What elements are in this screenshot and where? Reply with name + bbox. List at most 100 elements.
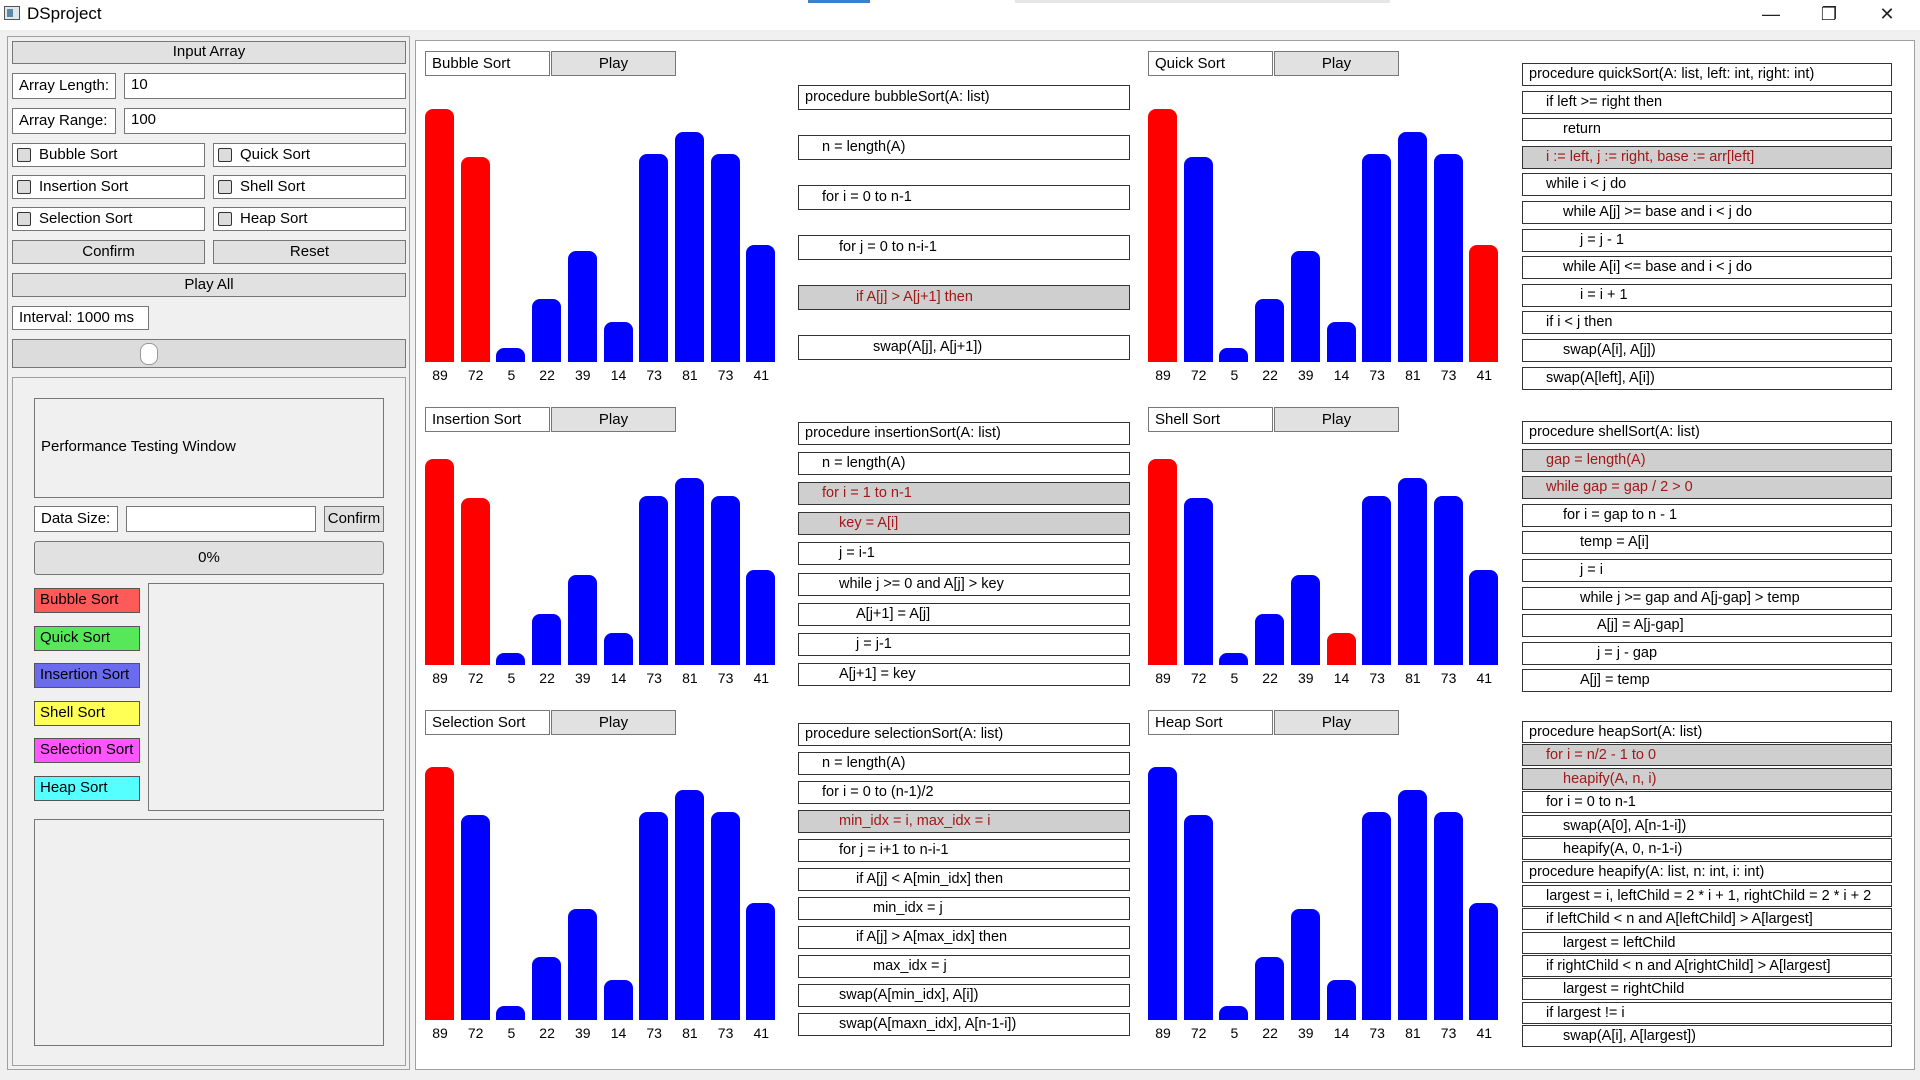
- quick-code-line: j = j - 1: [1522, 228, 1892, 252]
- quick-bar-label: 14: [1333, 367, 1350, 383]
- array-range-input[interactable]: 100: [124, 108, 406, 134]
- insertion-bar-label: 89: [432, 670, 448, 686]
- bubble-bar-label: 39: [575, 367, 591, 383]
- heap-code-line: largest = leftChild: [1522, 931, 1892, 954]
- checkbox-heap-sort[interactable]: Heap Sort: [213, 207, 406, 231]
- array-length-label: Array Length:: [12, 73, 116, 99]
- checkbox-box[interactable]: [218, 148, 232, 162]
- insertion-bar: [639, 496, 669, 665]
- quick-code-line: while A[j] >= base and i < j do: [1522, 201, 1892, 224]
- heap-bar: [1326, 980, 1356, 1020]
- checkbox-quick-sort[interactable]: Quick Sort: [213, 143, 406, 167]
- checkbox-box[interactable]: [218, 180, 232, 194]
- heap-bar: [1397, 790, 1427, 1020]
- checkbox-box[interactable]: [17, 180, 31, 194]
- selection-bar: [639, 812, 669, 1020]
- bubble-code-line: n = length(A): [798, 135, 1130, 160]
- heap-bar: [1290, 909, 1320, 1020]
- shell-code-line: while j >= gap and A[j-gap] > temp: [1522, 586, 1892, 610]
- checkbox-label: Shell Sort: [240, 178, 306, 195]
- insertion-bar-label: 39: [575, 670, 591, 686]
- quick-bar: [1183, 157, 1213, 362]
- checkbox-box[interactable]: [218, 212, 232, 226]
- insertion-bar: [746, 570, 776, 665]
- quick-code-line: i = i + 1: [1522, 283, 1892, 307]
- shell-code-line: while gap = gap / 2 > 0: [1522, 476, 1892, 500]
- bubble-play-button[interactable]: Play: [551, 51, 676, 76]
- close-button[interactable]: ✕: [1879, 4, 1895, 24]
- shell-code-line: j = i: [1522, 559, 1892, 582]
- heap-bar: [1183, 815, 1213, 1020]
- taskbar-accent: [808, 0, 870, 3]
- play-all-button[interactable]: Play All: [12, 273, 406, 297]
- shell-bar: [1326, 633, 1356, 665]
- quick-sort-title: Quick Sort: [1148, 51, 1273, 76]
- quick-bar-label: 39: [1298, 367, 1314, 383]
- reset-button[interactable]: Reset: [213, 240, 406, 264]
- shell-bar: [1433, 496, 1463, 665]
- shell-bar: [1219, 653, 1249, 665]
- performance-title: Performance Testing Window: [34, 398, 384, 498]
- selection-bar-label: 73: [646, 1025, 662, 1041]
- checkbox-box[interactable]: [17, 148, 31, 162]
- heap-code-line: procedure heapSort(A: list): [1522, 721, 1892, 743]
- bubble-bar: [710, 154, 740, 362]
- insertion-bar-label: 5: [507, 670, 516, 686]
- selection-code-line: swap(A[maxn_idx], A[n-1-i]): [798, 1013, 1130, 1036]
- quick-bar: [1397, 132, 1427, 362]
- legend-bubble-sort: Bubble Sort: [34, 588, 140, 613]
- insertion-bar: [567, 575, 597, 665]
- selection-bar-label: 72: [467, 1025, 484, 1041]
- checkbox-box[interactable]: [17, 212, 31, 226]
- confirm-button[interactable]: Confirm: [12, 240, 205, 264]
- selection-code-line: swap(A[min_idx], A[i]): [798, 984, 1130, 1007]
- shell-code-line: procedure shellSort(A: list): [1522, 421, 1892, 444]
- checkbox-shell-sort[interactable]: Shell Sort: [213, 175, 406, 199]
- quick-bar: [1219, 348, 1249, 362]
- selection-bar-label: 22: [539, 1025, 555, 1041]
- insertion-bar: [460, 498, 490, 665]
- heap-play-button[interactable]: Play: [1274, 710, 1399, 735]
- quick-code-line: procedure quickSort(A: list, left: int, …: [1522, 63, 1892, 86]
- insertion-play-button[interactable]: Play: [551, 407, 676, 432]
- heap-code-line: largest = i, leftChild = 2 * i + 1, righ…: [1522, 884, 1892, 907]
- selection-bar-label: 14: [610, 1025, 627, 1041]
- array-length-input[interactable]: 10: [124, 73, 406, 99]
- insertion-bar-label: 81: [682, 670, 698, 686]
- bubble-bar-label: 81: [682, 367, 698, 383]
- bubble-bar-label: 5: [507, 367, 516, 383]
- heap-bar-label: 73: [1369, 1025, 1385, 1041]
- checkbox-insertion-sort[interactable]: Insertion Sort: [12, 175, 205, 199]
- checkbox-label: Selection Sort: [39, 210, 133, 227]
- quick-bar-label: 73: [1440, 367, 1457, 383]
- checkbox-bubble-sort[interactable]: Bubble Sort: [12, 143, 205, 167]
- quick-play-button[interactable]: Play: [1274, 51, 1399, 76]
- interval-slider[interactable]: [12, 339, 406, 368]
- checkbox-selection-sort[interactable]: Selection Sort: [12, 207, 205, 231]
- selection-play-button[interactable]: Play: [551, 710, 676, 735]
- insertion-bar-label: 72: [467, 670, 484, 686]
- heap-bar: [1362, 812, 1392, 1020]
- slider-thumb[interactable]: [140, 343, 158, 365]
- data-size-input[interactable]: [126, 506, 316, 532]
- selection-bar-label: 41: [753, 1025, 770, 1041]
- shell-play-button[interactable]: Play: [1274, 407, 1399, 432]
- insertion-bar-label: 41: [753, 670, 770, 686]
- insertion-bar-label: 22: [539, 670, 555, 686]
- shell-bar-label: 5: [1230, 670, 1239, 686]
- selection-code-line: for j = i+1 to n-i-1: [798, 839, 1130, 862]
- shell-bar-label: 41: [1476, 670, 1493, 686]
- insertion-bar-label: 73: [717, 670, 734, 686]
- perf-confirm-button[interactable]: Confirm: [324, 506, 384, 532]
- selection-code-line: min_idx = j: [798, 897, 1130, 920]
- quick-code-line: swap(A[i], A[j]): [1522, 339, 1892, 362]
- checkbox-label: Insertion Sort: [39, 178, 129, 195]
- heap-bar: [1433, 812, 1463, 1020]
- minimize-button[interactable]: —: [1762, 4, 1780, 24]
- maximize-button[interactable]: ❐: [1820, 4, 1838, 24]
- input-array-button[interactable]: Input Array: [12, 41, 406, 64]
- quick-code-line: if left >= right then: [1522, 90, 1892, 114]
- insertion-code-line: while j >= 0 and A[j] > key: [798, 572, 1130, 596]
- insertion-bar: [603, 633, 633, 665]
- selection-bar: [674, 790, 704, 1020]
